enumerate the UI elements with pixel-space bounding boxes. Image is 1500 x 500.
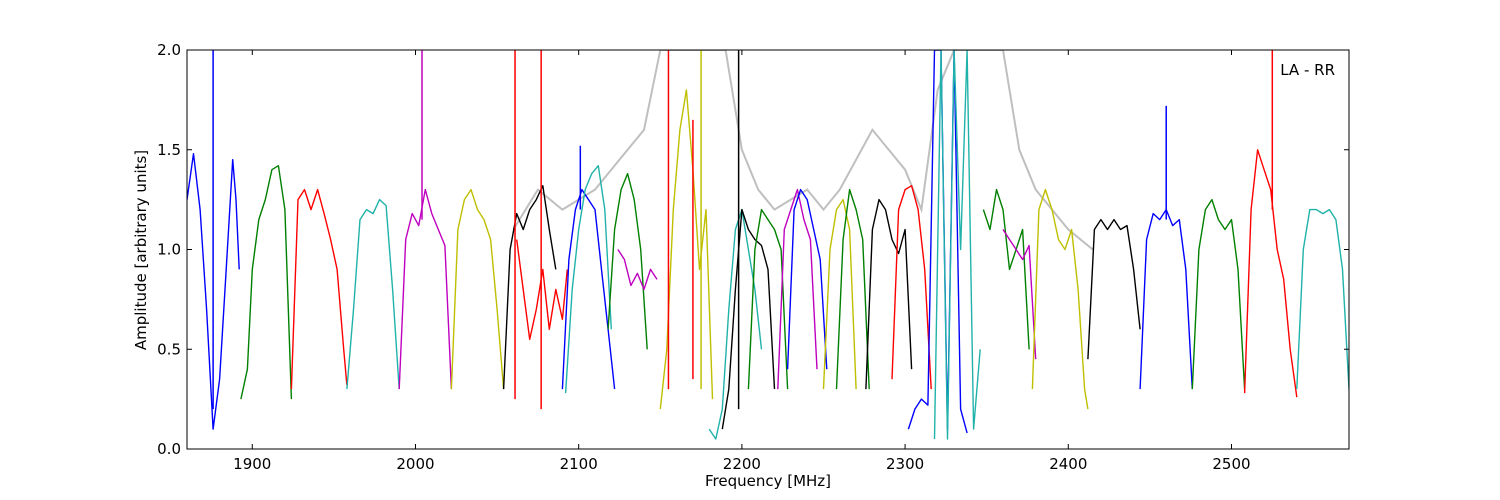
series-line-9: [564, 164, 612, 394]
series-line-25: [1002, 229, 1037, 360]
series-line-20: [865, 198, 913, 390]
y-tick-label: 1.0: [157, 241, 181, 259]
series-line-13: [708, 208, 763, 440]
series-line-2: [290, 188, 348, 390]
series-line-31: [1296, 208, 1349, 390]
series-layer: [187, 50, 1349, 440]
series-line-24: [982, 188, 1030, 350]
series-line-27: [1087, 218, 1141, 360]
x-tick-label: 2500: [1212, 455, 1250, 473]
background-trace: [512, 50, 1094, 251]
series-line-17: [786, 188, 828, 370]
y-axis-ticks: 0.0 0.5 1.0 1.5 2.0: [157, 41, 1349, 458]
series-line-7: [516, 239, 568, 340]
plot-area: [187, 50, 1349, 440]
x-tick-label: 2400: [1049, 455, 1087, 473]
series-line-23: [933, 50, 981, 440]
x-axis-label: Frequency [MHz]: [705, 472, 831, 490]
y-tick-label: 1.5: [157, 141, 181, 159]
y-tick-label: 0.5: [157, 340, 181, 358]
chart-annotation: LA - RR: [1280, 61, 1335, 79]
series-line-21: [891, 184, 932, 390]
series-line-29: [1191, 198, 1246, 390]
series-line-26: [1031, 188, 1089, 410]
series-line-3: [346, 198, 400, 390]
series-line-11: [617, 249, 658, 291]
x-tick-label: 2100: [560, 455, 598, 473]
series-line-30: [1243, 149, 1298, 398]
x-axis-ticks: 1900 2000 2100 2200 2300 2400 2500: [233, 50, 1251, 473]
x-tick-label: 2000: [396, 455, 434, 473]
series-line-4: [398, 188, 453, 390]
x-tick-label: 2200: [723, 455, 761, 473]
series-line-16: [777, 188, 818, 390]
series-line-10: [607, 172, 648, 350]
series-line-5: [450, 188, 505, 390]
series-line-14: [721, 208, 776, 430]
series-line-18: [822, 198, 857, 390]
y-axis-label: Amplitude [arbitrary units]: [132, 150, 150, 350]
series-line-15: [747, 208, 789, 390]
x-tick-label: 1900: [233, 455, 271, 473]
series-line-0: [187, 152, 240, 430]
series-line-1: [240, 164, 293, 400]
x-tick-label: 2300: [886, 455, 924, 473]
series-line-6: [502, 184, 557, 390]
series-line-19: [835, 188, 870, 390]
series-line-8: [561, 188, 616, 390]
y-tick-label: 0.0: [157, 440, 181, 458]
spike-layer: [212, 50, 1274, 410]
y-tick-label: 2.0: [157, 41, 181, 59]
series-line-22: [907, 50, 968, 434]
background-series-layer: [512, 50, 1094, 251]
